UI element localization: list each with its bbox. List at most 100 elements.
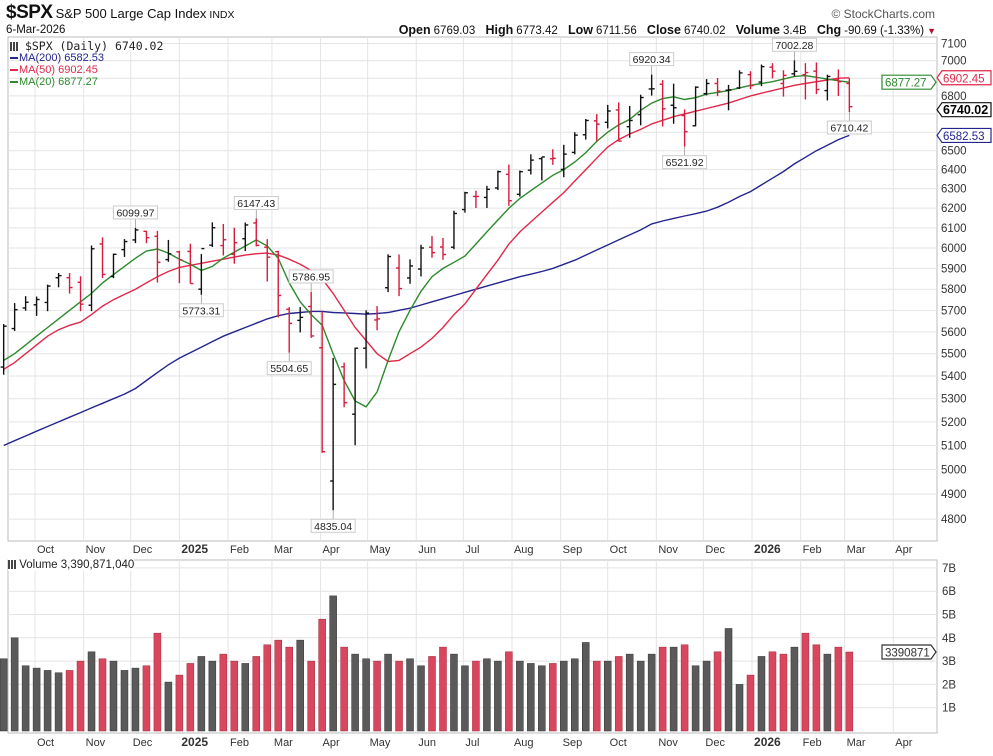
- y-tick-label: 6000: [941, 243, 967, 255]
- x-tick-label: 2026: [754, 735, 781, 749]
- ohlc-bar: [286, 307, 293, 353]
- x-tick-label: Jul: [465, 737, 479, 749]
- volume-tick-label: 3B: [942, 656, 956, 668]
- ohlc-bar: [165, 239, 172, 262]
- x-tick-label: Apr: [323, 544, 340, 556]
- volume-tag: [881, 644, 937, 660]
- volume-bar: [746, 674, 755, 732]
- ohlc-bar: [154, 230, 161, 283]
- volume-bar: [834, 646, 843, 732]
- ohlc-bar: [835, 69, 842, 96]
- security-name: S&P 500 Large Cap Index: [55, 6, 207, 21]
- x-tick-label: Oct: [610, 544, 627, 556]
- volume-bar: [505, 651, 513, 732]
- y-tick-label: 6100: [941, 223, 967, 235]
- ma50-tag-text: 6902.45: [943, 73, 985, 85]
- volume-tag-text: 3390871: [885, 647, 930, 659]
- legend-volume-text: Volume 3,390,871,040: [19, 559, 135, 571]
- volume-bar: [790, 646, 799, 732]
- ohlc-bar: [505, 164, 512, 206]
- volume-bar: [109, 660, 118, 732]
- volume-bar: [527, 663, 535, 732]
- volume-bar: [329, 595, 337, 732]
- annotation-label: 6710.42: [830, 123, 868, 135]
- volume-bar: [87, 651, 96, 732]
- ohlc-bar: [11, 303, 18, 331]
- ohlc-bar: [55, 272, 62, 288]
- volume-bar: [636, 660, 645, 732]
- triangle-down-icon: ▼: [927, 26, 936, 36]
- symbol: $SPX: [6, 2, 53, 23]
- ohlc-bar: [99, 237, 106, 279]
- x-tick-label: Feb: [230, 544, 249, 556]
- ma20-line: [3, 74, 850, 408]
- volume-bars-icon: [8, 560, 16, 569]
- volume-bar: [647, 653, 656, 732]
- legend-ma50: MA(50) 6902.45: [10, 64, 163, 76]
- y-tick-label: 6400: [941, 165, 967, 177]
- y-tick-label: 5700: [941, 305, 967, 317]
- ohlc-bar: [714, 78, 721, 97]
- volume-bar: [296, 639, 304, 732]
- ohlc-bars-icon: [10, 42, 18, 51]
- ohlc-bar: [615, 102, 622, 142]
- annotation-box: [266, 361, 312, 376]
- y-tick-label: 6200: [941, 203, 967, 215]
- volume-bar: [702, 660, 711, 732]
- ohlc-bar: [308, 291, 315, 338]
- ohlc-bar: [396, 254, 403, 297]
- y-tick-label: 5000: [941, 465, 967, 477]
- annotation-box: [233, 196, 279, 211]
- x-tick-label: Jun: [418, 737, 436, 749]
- x-tick-label: Apr: [323, 737, 340, 749]
- close-label: Close: [646, 23, 681, 37]
- annotation-label: 6521.92: [666, 157, 704, 169]
- legend-ma20: MA(20) 6877.27: [10, 76, 163, 88]
- ohlc-bar: [483, 185, 490, 208]
- ohlc-bar: [297, 307, 304, 333]
- ma20-swatch: [10, 81, 18, 84]
- x-tick-label: Feb: [803, 544, 822, 556]
- annotation-box: [771, 37, 817, 52]
- annotation-label: 4835.04: [314, 521, 352, 533]
- ohlc-bar: [242, 222, 249, 252]
- volume-bar: [603, 660, 612, 732]
- ma200-line: [3, 134, 850, 447]
- x-tick-label: Nov: [86, 737, 106, 749]
- ohlc-bar: [703, 79, 710, 96]
- volume-bar: [252, 656, 261, 732]
- x-tick-label: Dec: [133, 737, 153, 749]
- volume-bar: [801, 632, 810, 732]
- ohlc-bar: [648, 74, 655, 96]
- volume-value: 3.4B: [782, 25, 807, 37]
- ohlc-bar: [418, 244, 425, 277]
- volume-bar: [351, 653, 359, 732]
- volume-bar: [186, 663, 195, 732]
- volume-bar: [208, 660, 217, 732]
- ohlc-bar: [846, 78, 853, 113]
- annotation-label: 7002.28: [775, 40, 813, 52]
- ohlc-bar: [527, 154, 534, 175]
- y-tick-label: 7000: [941, 56, 967, 68]
- volume-bar: [538, 665, 546, 732]
- volume-bar: [76, 660, 85, 732]
- volume-bar: [164, 681, 173, 732]
- ohlc-bar: [110, 253, 117, 279]
- y-tick-label: 4800: [941, 514, 967, 526]
- volume-bar: [98, 658, 107, 732]
- ohlc-bar: [352, 347, 359, 446]
- annotation-label: 5504.65: [270, 363, 308, 375]
- y-tick-label: 6300: [941, 184, 967, 196]
- volume-bar: [757, 656, 766, 732]
- low-label: Low: [568, 23, 593, 37]
- chart-title: $SPX S&P 500 Large Cap Index INDX: [6, 3, 235, 23]
- y-tick-label: 5600: [941, 327, 967, 339]
- ohlc-bar: [121, 239, 128, 257]
- close-value: 6740.02: [683, 25, 726, 37]
- volume-tick-label: 2B: [942, 679, 956, 691]
- ohlc-bar: [33, 296, 40, 316]
- ohlc-bar: [494, 170, 501, 191]
- ohlc-bar: [769, 63, 776, 79]
- ohlc-bar: [275, 250, 282, 318]
- ohlc-bar: [176, 250, 183, 284]
